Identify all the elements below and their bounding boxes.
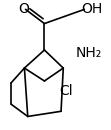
Text: Cl: Cl <box>59 84 72 98</box>
Text: O: O <box>18 2 29 16</box>
Text: OH: OH <box>81 2 103 16</box>
Text: NH₂: NH₂ <box>75 46 102 60</box>
